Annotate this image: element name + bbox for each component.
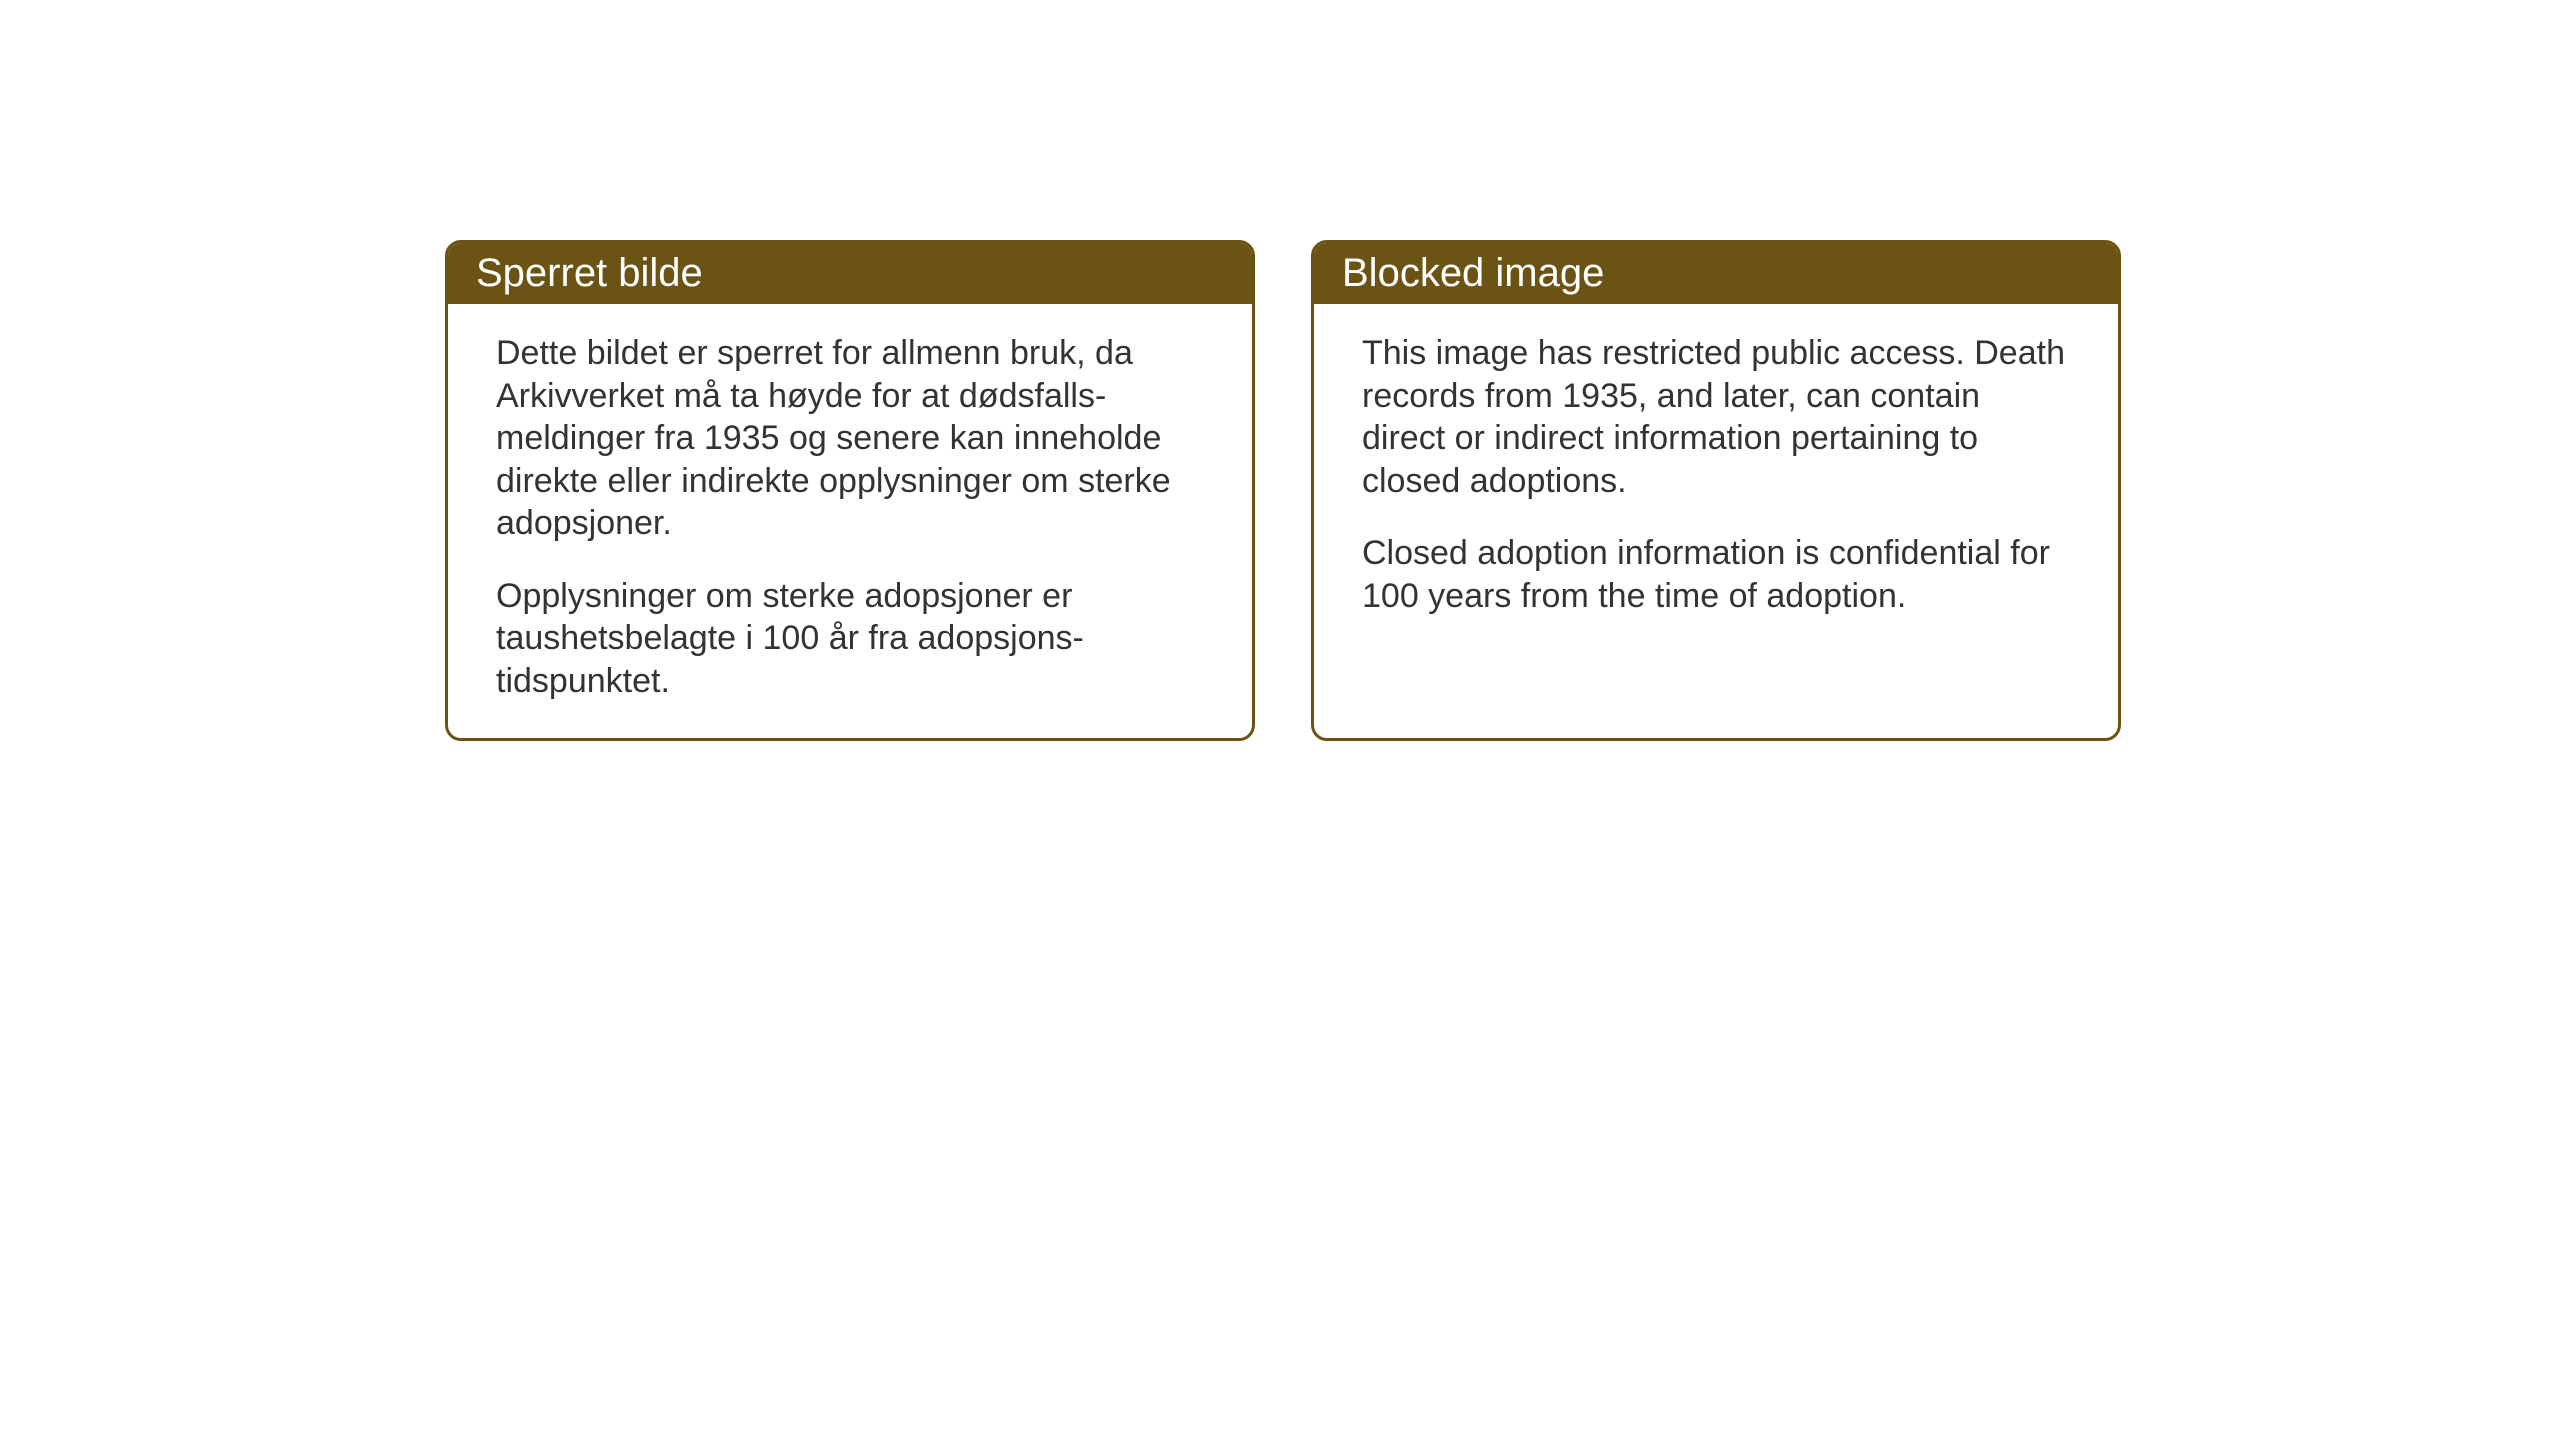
card-paragraph-1-english: This image has restricted public access.… bbox=[1362, 332, 2070, 502]
card-paragraph-1-norwegian: Dette bildet er sperret for allmenn bruk… bbox=[496, 332, 1204, 545]
card-header-english: Blocked image bbox=[1314, 243, 2118, 304]
card-title-norwegian: Sperret bilde bbox=[476, 251, 703, 295]
card-body-english: This image has restricted public access.… bbox=[1314, 304, 2118, 653]
card-body-norwegian: Dette bildet er sperret for allmenn bruk… bbox=[448, 304, 1252, 738]
notice-card-norwegian: Sperret bilde Dette bildet er sperret fo… bbox=[445, 240, 1255, 741]
notice-container: Sperret bilde Dette bildet er sperret fo… bbox=[445, 240, 2121, 741]
notice-card-english: Blocked image This image has restricted … bbox=[1311, 240, 2121, 741]
card-paragraph-2-norwegian: Opplysninger om sterke adopsjoner er tau… bbox=[496, 575, 1204, 703]
card-paragraph-2-english: Closed adoption information is confident… bbox=[1362, 532, 2070, 617]
card-header-norwegian: Sperret bilde bbox=[448, 243, 1252, 304]
card-title-english: Blocked image bbox=[1342, 251, 1604, 295]
